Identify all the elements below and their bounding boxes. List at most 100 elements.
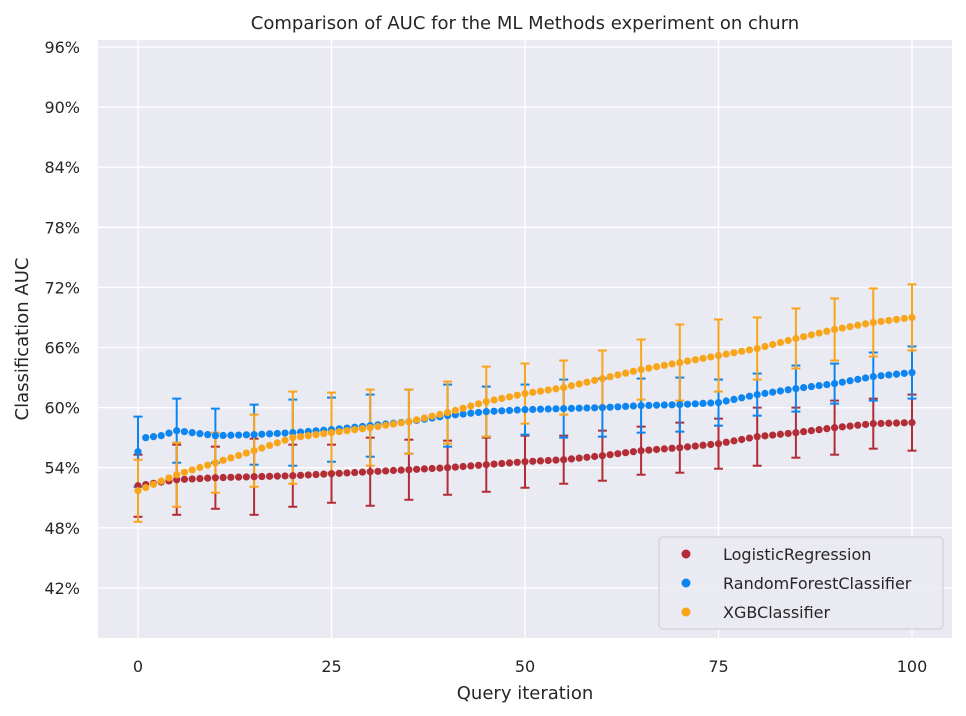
logistic-regression-point: [823, 425, 831, 433]
logistic-regression-point: [908, 419, 916, 427]
random-forest-point: [188, 429, 196, 437]
random-forest-point: [134, 448, 142, 456]
xgb-point: [358, 425, 367, 433]
y-tick-label: 42%: [44, 579, 80, 598]
xgb-point: [722, 350, 730, 358]
xgb-point: [598, 374, 607, 383]
xgb-point: [900, 314, 908, 323]
xgb-point: [637, 365, 645, 374]
logistic-regression-point: [436, 464, 444, 472]
xgb-point: [351, 426, 359, 434]
random-forest-point: [196, 430, 204, 438]
logistic-regression-point: [490, 460, 498, 468]
random-forest-point: [622, 402, 630, 411]
xgb-point: [451, 406, 459, 415]
random-forest-point: [606, 403, 614, 411]
random-forest-point: [815, 381, 823, 390]
xgb-point: [877, 317, 885, 326]
random-forest-point: [219, 431, 227, 440]
y-tick-label: 54%: [44, 459, 80, 478]
logistic-regression-point: [722, 438, 730, 446]
xgb-legend-marker: [681, 607, 691, 617]
y-tick-label: 48%: [44, 519, 80, 538]
random-forest-point: [289, 429, 297, 437]
xgb-point: [335, 428, 343, 436]
xgb-point: [211, 459, 219, 467]
y-tick-label: 66%: [44, 339, 80, 358]
xgb-point: [304, 432, 312, 440]
random-forest-point: [598, 404, 607, 412]
random-forest-point: [265, 430, 274, 438]
xgb-point: [544, 386, 552, 394]
logistic-regression-point: [304, 471, 312, 479]
logistic-regression-point: [420, 465, 428, 473]
xgb-point: [157, 477, 165, 485]
random-forest-point: [668, 401, 676, 409]
random-forest-point: [521, 406, 529, 414]
logistic-regression-point: [358, 468, 367, 476]
random-forest-point: [281, 429, 289, 437]
xgb-point: [622, 369, 630, 377]
logistic-regression-point: [529, 457, 537, 465]
xgb-point: [320, 430, 328, 438]
xgb-point: [312, 431, 320, 439]
x-axis-title: Query iteration: [457, 683, 593, 704]
logistic-regression-point: [505, 459, 514, 467]
xgb-point: [567, 382, 576, 390]
random-forest-point: [699, 399, 707, 408]
xgb-point: [180, 468, 189, 476]
random-forest-point: [900, 369, 908, 377]
xgb-point: [668, 360, 676, 368]
logistic-regression-point: [730, 437, 738, 445]
logistic-regression-point: [854, 421, 862, 429]
y-tick-label: 96%: [44, 38, 80, 57]
logistic-regression-point: [382, 467, 390, 475]
xgb-point: [869, 318, 877, 327]
random-forest-point: [498, 407, 506, 415]
xgb-point: [250, 447, 258, 455]
xgb-series: [134, 313, 916, 495]
logistic-regression-point: [444, 464, 452, 472]
xgb-point: [529, 388, 537, 396]
logistic-regression-point: [831, 424, 839, 432]
xgb-point: [846, 323, 854, 331]
xgb-point: [854, 321, 862, 329]
logistic-regression-point: [622, 449, 630, 457]
logistic-regression-point: [591, 452, 599, 461]
logistic-regression-point: [211, 474, 219, 482]
logistic-regression-point: [699, 441, 707, 449]
random-forest-point: [854, 375, 862, 383]
logistic-regression-point: [351, 468, 359, 477]
random-forest-point: [567, 404, 576, 413]
logistic-regression-point: [405, 466, 413, 474]
logistic-regression-point: [366, 468, 374, 476]
random-forest-point: [838, 378, 846, 386]
random-forest-point: [250, 431, 258, 439]
logistic-regression-point: [900, 419, 908, 427]
random-forest-point: [242, 431, 250, 439]
random-forest-point: [645, 401, 653, 410]
xgb-point: [490, 396, 498, 404]
random-forest-point: [877, 372, 885, 380]
random-forest-point: [892, 370, 901, 378]
xgb-point: [885, 316, 893, 325]
logistic-regression-point: [227, 473, 235, 481]
random-forest-point: [707, 399, 715, 407]
random-forest-point: [784, 386, 792, 394]
xgb-point: [219, 456, 227, 464]
logistic-regression-point: [196, 474, 204, 483]
logistic-regression-point: [560, 456, 568, 464]
x-tick-label: 75: [708, 657, 728, 676]
xgb-point: [629, 367, 637, 375]
logistic-regression-point: [861, 420, 870, 429]
xgb-point: [149, 480, 158, 488]
logistic-regression-point: [676, 444, 684, 452]
xgb-point: [552, 385, 560, 393]
x-tick-label: 100: [897, 657, 928, 676]
random-forest-point: [676, 401, 684, 409]
xgb-point: [583, 378, 591, 386]
logistic-regression-point: [776, 430, 785, 438]
logistic-regression-point: [474, 461, 483, 469]
logistic-regression-point: [250, 473, 258, 481]
